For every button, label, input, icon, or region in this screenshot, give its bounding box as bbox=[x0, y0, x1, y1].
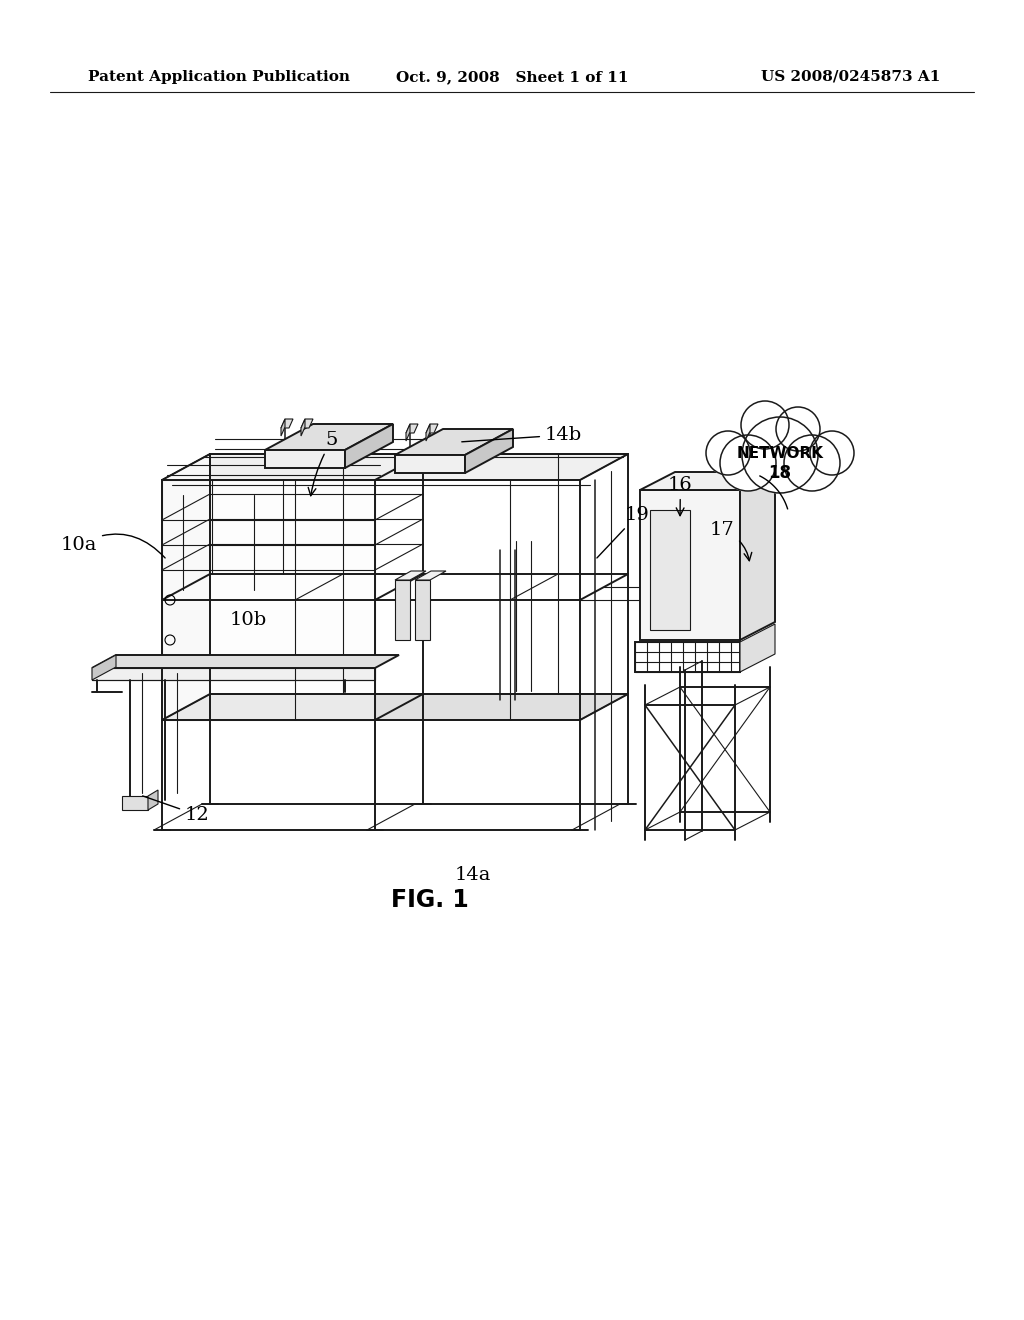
Text: 16: 16 bbox=[668, 477, 693, 516]
Polygon shape bbox=[265, 424, 393, 450]
Polygon shape bbox=[301, 418, 305, 436]
Polygon shape bbox=[122, 796, 148, 810]
Polygon shape bbox=[345, 424, 393, 469]
Text: US 2008/0245873 A1: US 2008/0245873 A1 bbox=[761, 70, 940, 84]
Polygon shape bbox=[415, 579, 430, 640]
Polygon shape bbox=[395, 455, 465, 473]
Polygon shape bbox=[406, 424, 410, 441]
Circle shape bbox=[810, 432, 854, 475]
Circle shape bbox=[776, 407, 820, 451]
Polygon shape bbox=[415, 572, 446, 579]
Text: NETWORK: NETWORK bbox=[736, 446, 823, 461]
Polygon shape bbox=[301, 418, 313, 428]
Text: 19: 19 bbox=[597, 506, 650, 558]
Text: 10b: 10b bbox=[230, 611, 267, 630]
Polygon shape bbox=[395, 572, 426, 579]
Polygon shape bbox=[640, 490, 740, 640]
Text: 14b: 14b bbox=[462, 426, 583, 444]
Text: Oct. 9, 2008   Sheet 1 of 11: Oct. 9, 2008 Sheet 1 of 11 bbox=[395, 70, 629, 84]
Circle shape bbox=[784, 436, 840, 491]
Polygon shape bbox=[162, 454, 210, 719]
Polygon shape bbox=[281, 418, 285, 436]
Polygon shape bbox=[92, 655, 116, 680]
Polygon shape bbox=[650, 510, 690, 630]
Polygon shape bbox=[395, 429, 513, 455]
Polygon shape bbox=[395, 579, 410, 640]
Text: 17: 17 bbox=[710, 521, 752, 561]
Polygon shape bbox=[406, 424, 418, 433]
Polygon shape bbox=[640, 473, 775, 490]
Text: 10a: 10a bbox=[60, 535, 165, 558]
Polygon shape bbox=[426, 424, 430, 441]
Text: 5: 5 bbox=[308, 432, 338, 496]
Polygon shape bbox=[92, 655, 399, 668]
Text: FIG. 1: FIG. 1 bbox=[391, 888, 469, 912]
Polygon shape bbox=[162, 454, 628, 480]
Circle shape bbox=[742, 417, 818, 492]
Circle shape bbox=[720, 436, 776, 491]
Text: 12: 12 bbox=[142, 796, 210, 824]
Polygon shape bbox=[465, 429, 513, 473]
Circle shape bbox=[706, 432, 750, 475]
Polygon shape bbox=[162, 694, 628, 719]
Text: Patent Application Publication: Patent Application Publication bbox=[88, 70, 350, 84]
Polygon shape bbox=[92, 668, 375, 680]
Polygon shape bbox=[148, 789, 158, 810]
Polygon shape bbox=[162, 480, 375, 719]
Circle shape bbox=[741, 401, 790, 449]
Text: 18: 18 bbox=[768, 465, 792, 482]
Polygon shape bbox=[281, 418, 293, 428]
Text: 14a: 14a bbox=[455, 866, 492, 884]
Polygon shape bbox=[265, 450, 345, 469]
Polygon shape bbox=[426, 424, 438, 433]
Polygon shape bbox=[740, 473, 775, 640]
Polygon shape bbox=[740, 624, 775, 672]
